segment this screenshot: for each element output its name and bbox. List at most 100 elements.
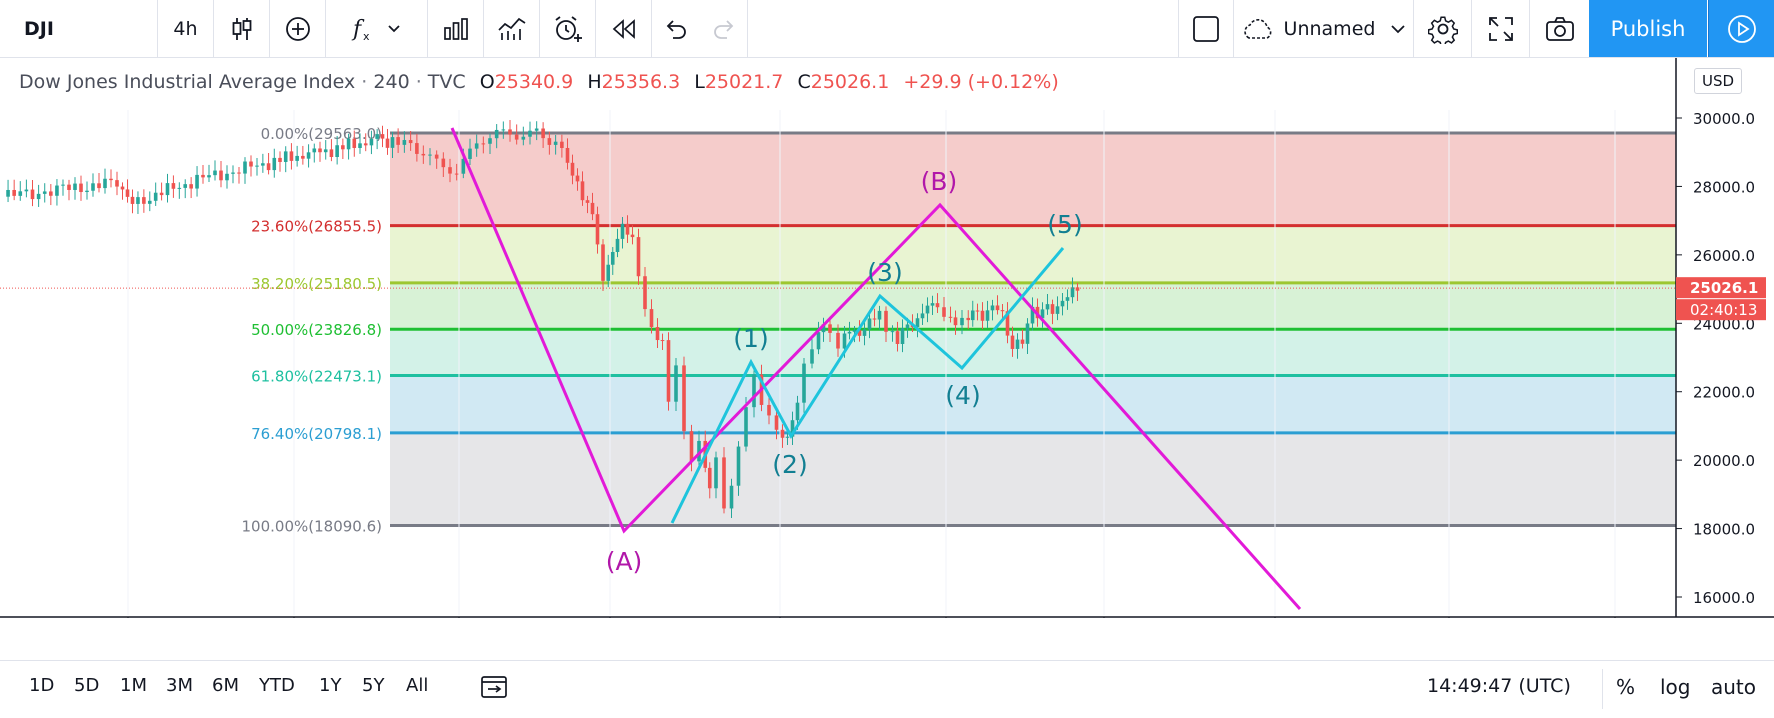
range-1d[interactable]: 1D: [29, 675, 55, 696]
candle-body: [528, 130, 532, 137]
candle-body: [49, 191, 53, 196]
price-chart[interactable]: 0.00%(29563.0) 23.60%(26855.5) 38.20%(2518…: [0, 58, 1774, 618]
chart-type-button[interactable]: [214, 0, 270, 57]
price-tick-label: 18000.0: [1693, 521, 1755, 539]
legend-close-label: C: [797, 71, 811, 93]
calendar-arrow-icon: [481, 676, 507, 698]
percent-toggle[interactable]: %: [1616, 675, 1636, 699]
range-6m[interactable]: 6M: [212, 675, 239, 696]
candle-body: [494, 129, 499, 139]
candle-body: [454, 173, 459, 175]
candle-body: [948, 316, 953, 318]
candle-body: [125, 189, 130, 197]
interval-label: 4h: [173, 17, 198, 40]
candle-body: [55, 185, 59, 196]
candle-body: [1020, 339, 1025, 344]
interval-button[interactable]: 4h: [158, 0, 214, 57]
log-toggle[interactable]: log: [1660, 675, 1691, 699]
axes: 30000.028000.026000.024000.022000.020000…: [0, 58, 1774, 618]
legend-separator-2: ·: [415, 71, 422, 93]
candle-body: [852, 330, 857, 332]
candle-body: [283, 151, 288, 162]
bottom-toolbar: 1D 5D 1M 3M 6M YTD 1Y 5Y All 14:49:47 (UTC) % lo…: [0, 660, 1774, 718]
play-circle-icon: [1728, 14, 1756, 43]
alarm-clock-plus-icon: [554, 15, 582, 42]
candle-body: [966, 317, 971, 321]
candle-body: [1060, 300, 1065, 307]
candle-body: [474, 143, 479, 149]
candle-body: [481, 143, 486, 145]
financials-button[interactable]: [428, 0, 484, 57]
snapshot-button[interactable]: [1530, 0, 1589, 57]
range-3m[interactable]: 3M: [166, 675, 193, 696]
currency-badge[interactable]: USD: [1694, 68, 1742, 94]
legend-low: 25021.7: [704, 71, 784, 93]
candle-body: [42, 191, 47, 194]
candle-body: [606, 264, 611, 281]
candle-body: [207, 175, 211, 178]
compare-button[interactable]: [270, 0, 326, 57]
price-scale[interactable]: [1676, 58, 1774, 618]
candle-body: [905, 324, 910, 329]
publish-button[interactable]: Publish: [1589, 0, 1707, 57]
candle-body: [930, 303, 935, 306]
fullscreen-button[interactable]: [1472, 0, 1530, 57]
candle-body: [521, 136, 526, 140]
templates-button[interactable]: [484, 0, 540, 57]
wave-label-a: (A): [606, 547, 643, 576]
candle-body: [501, 129, 506, 131]
candle-body: [79, 183, 83, 193]
candle-body: [620, 223, 625, 239]
undo-button[interactable]: [652, 0, 700, 57]
range-5y[interactable]: 5Y: [362, 675, 385, 696]
candle-body: [541, 128, 545, 139]
range-ytd[interactable]: YTD: [259, 675, 295, 696]
candle-body: [390, 137, 395, 148]
wave-abc-line[interactable]: [450, 127, 1302, 610]
candle-body: [369, 138, 374, 146]
layout-name-button[interactable]: Unnamed: [1234, 0, 1414, 57]
gear-icon: [1427, 15, 1458, 44]
candle-body: [655, 327, 660, 341]
fullscreen-layout-button[interactable]: [1178, 0, 1234, 57]
candle-body: [266, 163, 271, 171]
candle-body: [335, 145, 339, 158]
svg-text:x: x: [363, 30, 370, 43]
range-all[interactable]: All: [406, 675, 429, 696]
candle-body: [358, 143, 362, 148]
trading-panel-button[interactable]: [1708, 0, 1774, 57]
candle-body: [847, 331, 852, 334]
wave-label-2: (2): [772, 450, 807, 479]
candle-body: [752, 374, 756, 408]
candle-body: [272, 157, 277, 171]
candle-body: [857, 330, 862, 336]
range-1y[interactable]: 1Y: [319, 675, 342, 696]
settings-button[interactable]: [1414, 0, 1472, 57]
candlesticks: [0, 119, 1676, 518]
chevron-down-icon: [1391, 24, 1406, 33]
candle-body: [1075, 287, 1080, 291]
range-1m[interactable]: 1M: [120, 675, 147, 696]
replay-button[interactable]: [596, 0, 652, 57]
auto-toggle[interactable]: auto: [1711, 675, 1757, 699]
goto-date-button[interactable]: [480, 672, 508, 704]
candle-body: [666, 340, 671, 402]
candle-body: [975, 310, 980, 312]
symbol-search-button[interactable]: DJI: [0, 0, 158, 57]
candle-body: [915, 318, 920, 328]
wave-impulse-line[interactable]: [670, 247, 1065, 524]
candle-body: [1030, 306, 1035, 324]
candle-body: [261, 163, 265, 166]
candle-body: [970, 310, 975, 321]
candle-body: [920, 313, 925, 319]
redo-button[interactable]: [700, 0, 748, 57]
range-5d[interactable]: 5D: [74, 675, 100, 696]
elliott-wave-drawings[interactable]: (A) (B) (1) (2) (3) (4) (5): [450, 127, 1302, 610]
utc-clock[interactable]: 14:49:47 (UTC): [1427, 675, 1571, 697]
fib-level-label: 100.00%(18090.6): [242, 517, 382, 535]
fib-retracement[interactable]: 0.00%(29563.0) 23.60%(26855.5) 38.20%(2518…: [242, 125, 1676, 536]
candle-body: [697, 440, 701, 462]
alert-button[interactable]: [540, 0, 596, 57]
candle-body: [352, 138, 357, 148]
